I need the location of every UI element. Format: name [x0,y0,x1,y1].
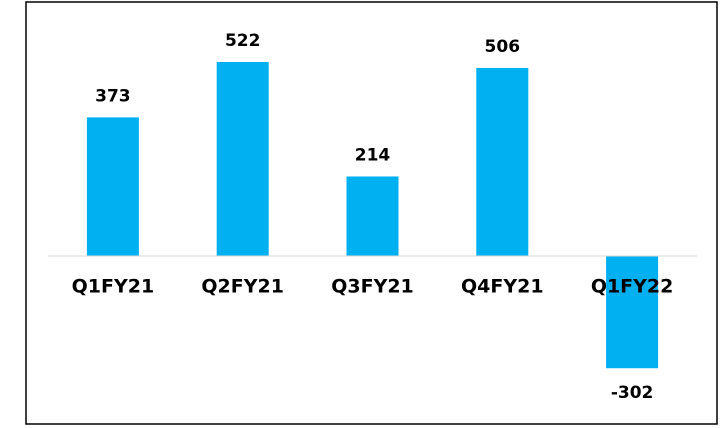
x-tick-label: Q4FY21 [461,276,544,298]
x-tick-label: Q2FY21 [201,276,284,298]
data-label: 522 [225,31,261,51]
data-label: 506 [485,37,521,57]
x-tick-label: Q1FY21 [72,276,155,298]
bar [606,256,659,369]
bar [216,62,269,256]
data-label: -302 [611,383,654,403]
bar [346,176,399,256]
x-tick-label: Q3FY21 [331,276,414,298]
data-label: 214 [355,145,391,165]
bar [476,67,529,257]
data-label: 373 [95,86,131,106]
bar [86,117,139,256]
x-tick-label: Q1FY22 [591,276,674,298]
